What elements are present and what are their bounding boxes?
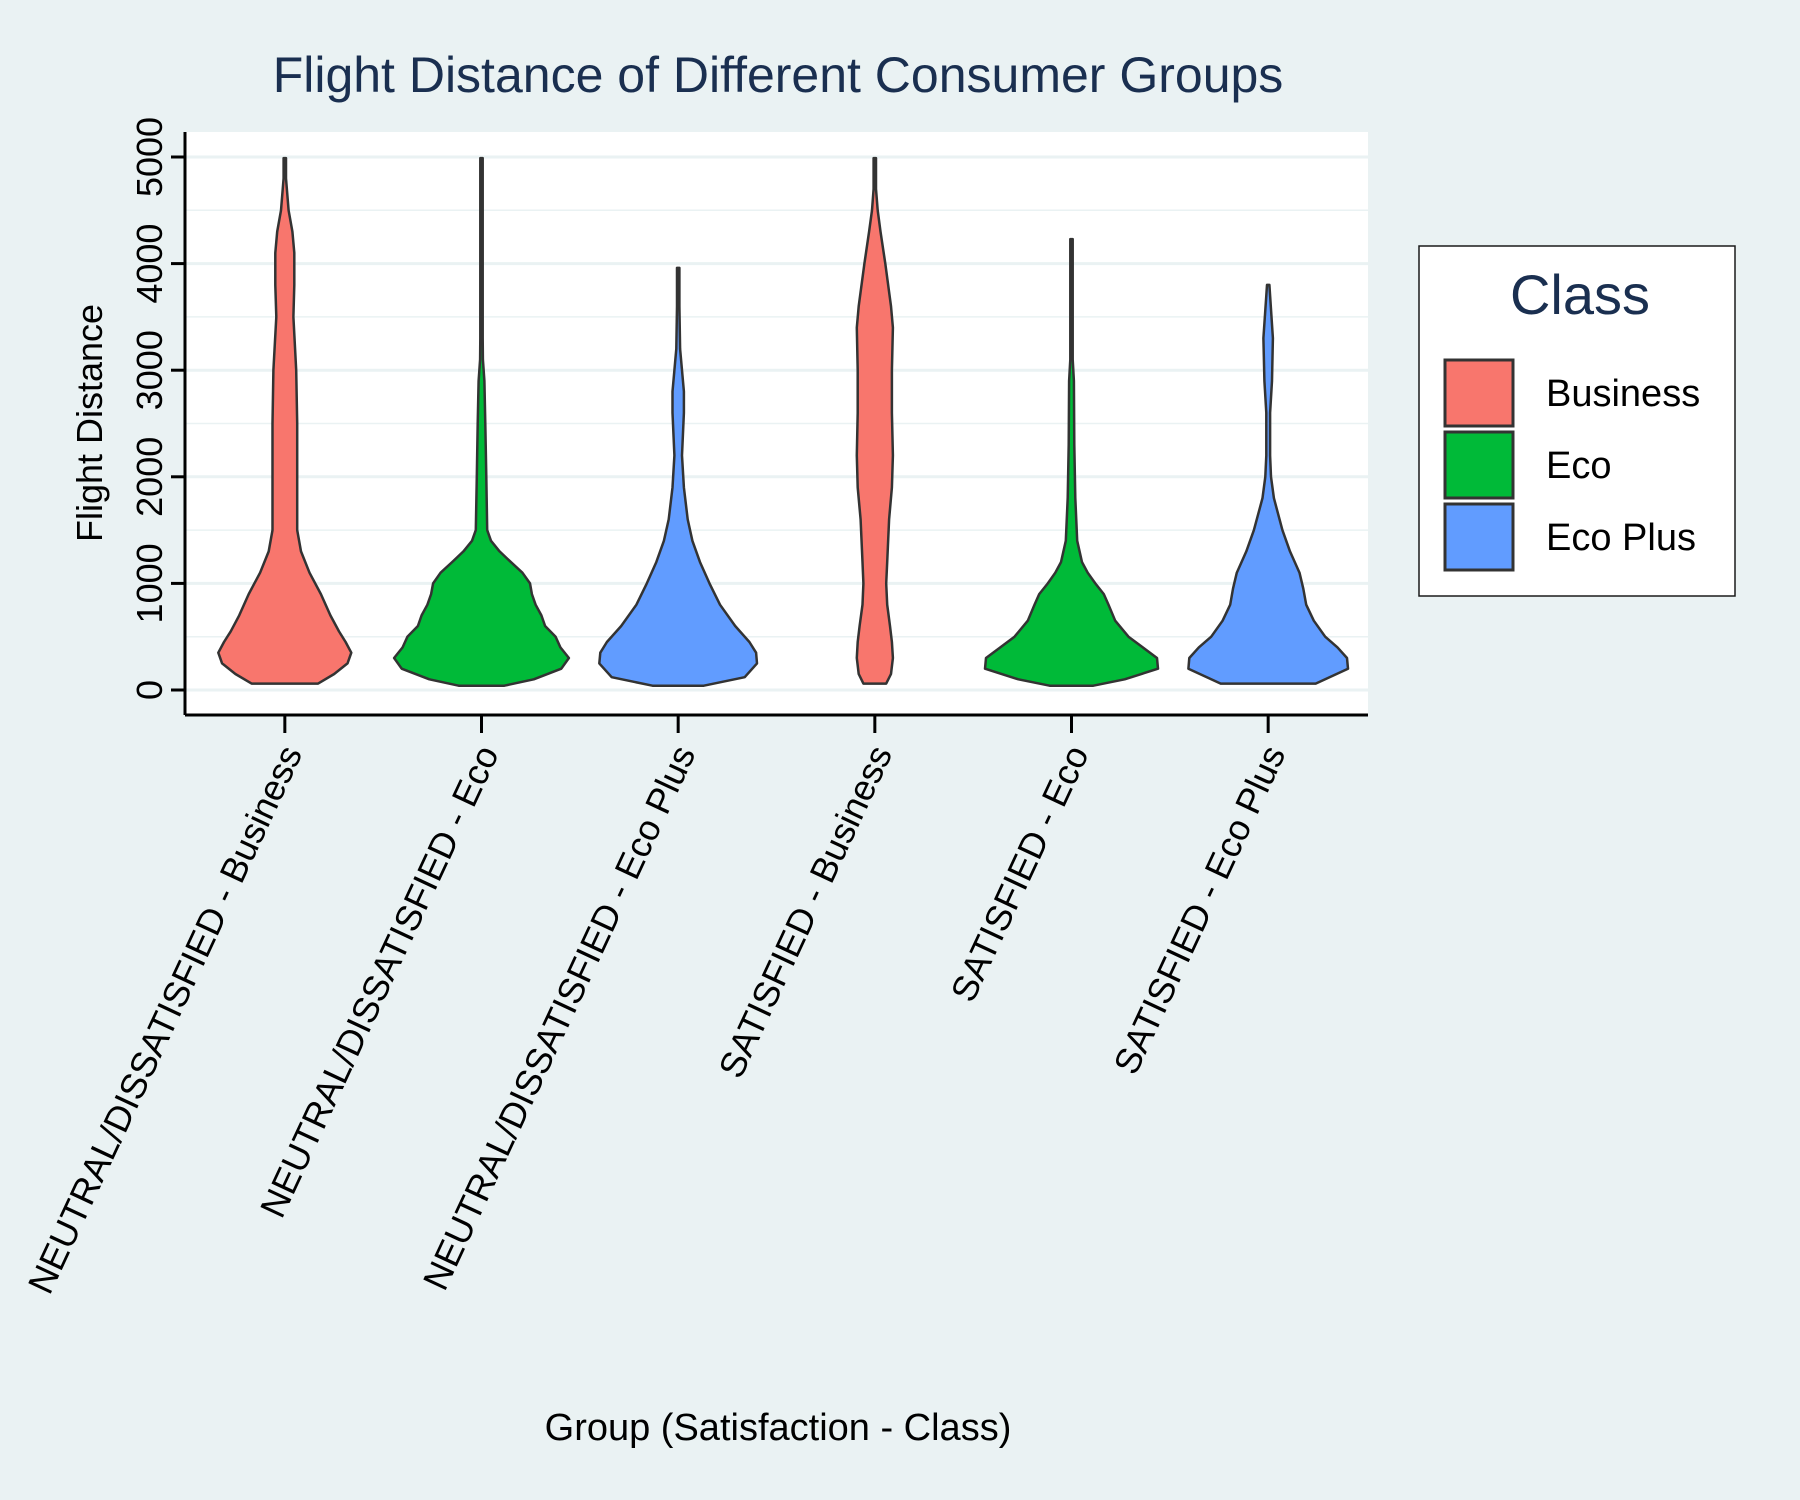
chart-title: Flight Distance of Different Consumer Gr… xyxy=(273,47,1284,103)
legend-label: Eco xyxy=(1546,445,1611,487)
y-ticks: 0 1000 2000 3000 4000 5000 xyxy=(129,117,185,700)
violin-eco-plus xyxy=(1187,283,1350,685)
violin-eco-plus xyxy=(598,266,759,687)
violin-eco xyxy=(983,237,1160,687)
legend-entries: Business Eco Eco Plus xyxy=(1443,358,1700,572)
x-axis-title: Group (Satisfaction - Class) xyxy=(545,1407,1012,1449)
y-tick-label: 4000 xyxy=(129,224,170,304)
y-tick-label: 5000 xyxy=(129,117,170,197)
gridlines xyxy=(185,155,1368,692)
legend-label: Eco Plus xyxy=(1546,517,1696,559)
legend-swatch-business xyxy=(1443,358,1515,428)
y-tick-label: 1000 xyxy=(129,543,170,623)
legend-label: Business xyxy=(1546,373,1700,415)
y-tick-label: 3000 xyxy=(129,330,170,410)
legend-swatch-eco xyxy=(1443,430,1515,500)
legend-swatch-eco-plus xyxy=(1443,502,1515,572)
violins xyxy=(217,156,1350,687)
y-tick-label: 0 xyxy=(129,680,170,700)
legend: Class Business Eco Eco Plus xyxy=(1418,245,1736,597)
violin-business xyxy=(217,156,353,685)
violin-eco xyxy=(392,156,571,687)
y-axis-title: Flight Distance xyxy=(69,304,110,542)
legend-title: Class xyxy=(1510,263,1650,326)
violin-business xyxy=(855,156,895,685)
y-tick-label: 2000 xyxy=(129,437,170,517)
